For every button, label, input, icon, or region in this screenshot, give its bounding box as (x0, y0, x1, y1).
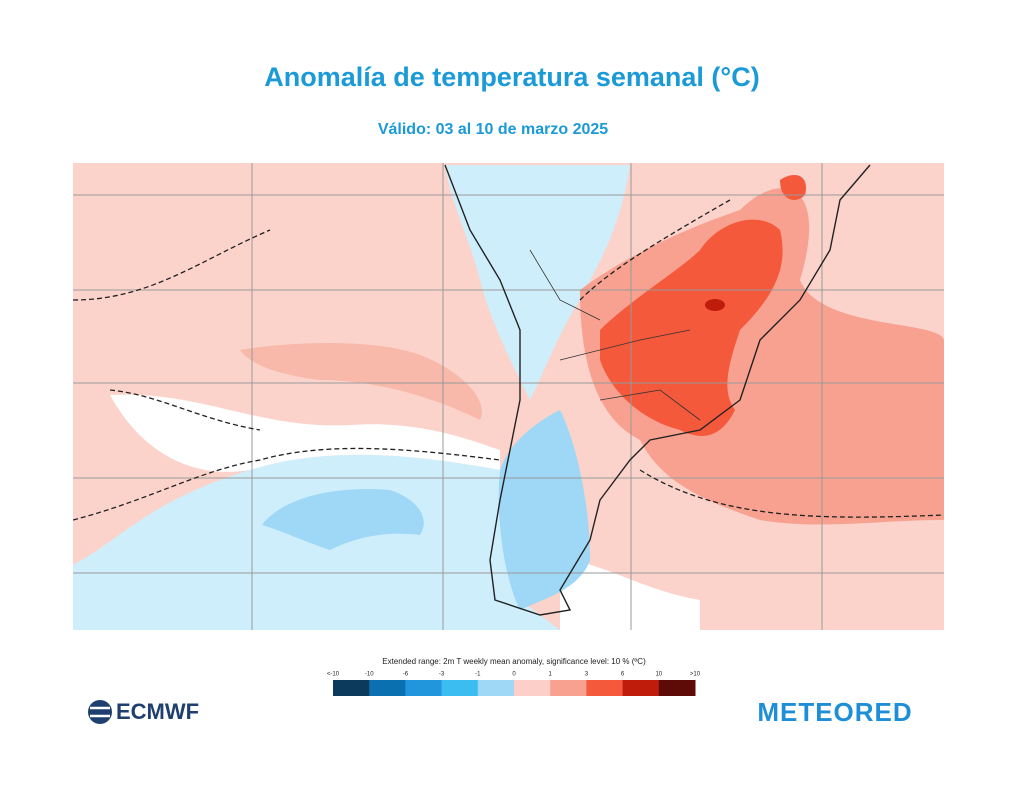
map (73, 163, 944, 630)
legend-label: <-10 (327, 672, 340, 678)
legend-title: Extended range: 2m T weekly mean anomaly… (382, 657, 646, 666)
legend-label: -1 (475, 672, 481, 678)
legend-label: 1 (549, 672, 553, 678)
legend-label: >10 (690, 672, 701, 678)
legend-swatch (369, 680, 406, 696)
ecmwf-text: ECMWF (116, 699, 199, 724)
legend-swatch (405, 680, 443, 696)
legend-swatch (441, 680, 479, 696)
legend-label: 6 (621, 672, 625, 678)
meteored-logo: METEORED (757, 697, 912, 727)
legend-label: -10 (365, 672, 374, 678)
legend-swatch (586, 680, 624, 696)
ecmwf-logo: ECMWF (88, 699, 199, 724)
legend-label: 3 (585, 672, 589, 678)
legend-label: 0 (512, 672, 516, 678)
legend-swatch (658, 680, 696, 696)
legend: Extended range: 2m T weekly mean anomaly… (327, 657, 701, 696)
legend-swatch (622, 680, 660, 696)
legend-label: -3 (439, 672, 445, 678)
legend-swatch (550, 680, 587, 696)
subtitle: Válido: 03 al 10 de marzo 2025 (378, 121, 608, 138)
legend-label: -6 (403, 672, 409, 678)
legend-swatch (477, 680, 515, 696)
legend-swatch (333, 680, 370, 696)
title: Anomalía de temperatura semanal (°C) (264, 62, 759, 92)
legend-label: 10 (655, 672, 662, 678)
legend-swatch (514, 680, 551, 696)
